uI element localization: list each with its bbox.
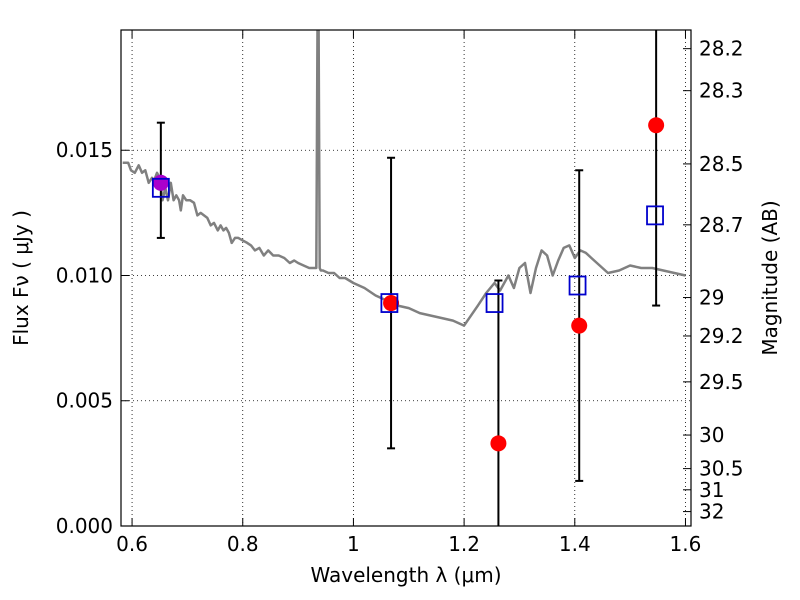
plot-frame [120,29,692,527]
tick-labels: 0.6 0.8 1 1.2 1.4 1.6 0.000 0.005 0.010 0.015 28.2… [56,37,744,556]
x-tick-label: 0.6 [116,532,148,556]
model-photometry-point [151,177,170,198]
mag-tick-label: 31 [699,478,724,502]
mag-tick-label: 29 [699,286,724,310]
x-tick-label: 1.6 [670,532,702,556]
mag-tick-label: 28.2 [699,37,744,61]
y-axis-label: Flux Fν ( μJy ) [9,210,33,346]
y-tick-label: 0.000 [56,514,113,538]
mag-tick-label: 29.5 [699,370,744,394]
mag-tick-label: 29.2 [699,324,744,348]
mag-tick-label: 30 [699,423,724,447]
plot-area [122,30,686,526]
mag-tick-label: 28.5 [699,152,744,176]
model-photometry-point [485,293,504,313]
observed-point [648,117,665,134]
ticks [121,30,691,527]
mag-tick-label: 32 [699,500,724,524]
observed-point [383,295,400,312]
mag-tick-label: 30.5 [699,457,744,481]
mag-tick-label: 28.7 [699,213,744,237]
x-tick-label: 0.8 [227,532,259,556]
model-spectrum-line [122,30,686,327]
mag-tick-label: 28.3 [699,79,744,103]
x-axis-label: Wavelength λ (μm) [310,563,501,587]
y-tick-label: 0.015 [56,138,113,162]
y-tick-label: 0.010 [56,263,113,287]
x-tick-label: 1.4 [559,532,591,556]
observed-point [571,317,588,334]
x-tick-label: 1.2 [448,532,480,556]
x-tick-label: 1 [347,532,360,556]
observed-point [152,174,169,191]
model-photometry-point [380,293,399,313]
model-photometry-point [646,205,664,226]
observed-point [490,435,507,452]
y-axis-right-label: Magnitude (AB) [758,200,782,355]
model-photometry-point [568,275,587,296]
y-tick-label: 0.005 [56,389,113,413]
